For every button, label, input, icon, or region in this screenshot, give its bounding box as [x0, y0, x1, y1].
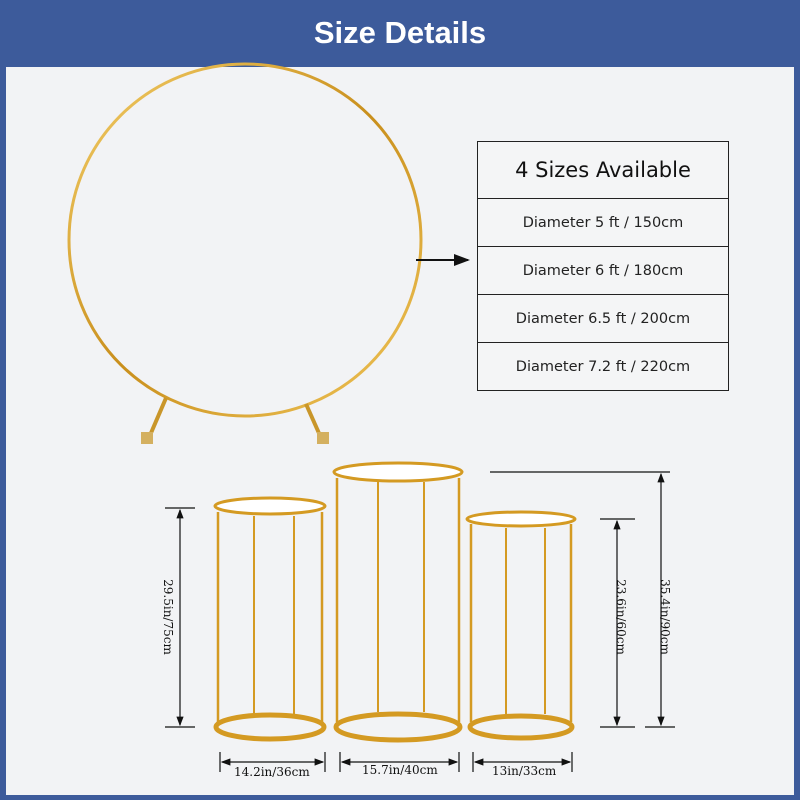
sizes-table: 4 Sizes Available Diameter 5 ft / 150cm … [477, 141, 729, 391]
pedestal-short-right [465, 510, 577, 741]
pedestal-tall-middle [332, 461, 464, 743]
round-arch-backdrop [67, 62, 423, 444]
sizes-table-title: 4 Sizes Available [478, 142, 728, 199]
left-height-label: 29.5in/75cm [160, 579, 175, 655]
middle-width-label: 15.7in/40cm [362, 763, 438, 777]
size-row: Diameter 6 ft / 180cm [478, 247, 728, 295]
right-height-label: 23.6in/60cm [613, 579, 628, 655]
page-title: Size Details [313, 15, 487, 50]
dimension-lines [165, 471, 675, 772]
pedestal-small-left [213, 496, 327, 742]
left-width-label: 14.2in/36cm [234, 765, 310, 779]
size-row: Diameter 6.5 ft / 200cm [478, 295, 728, 343]
size-row: Diameter 7.2 ft / 220cm [515, 358, 691, 375]
size-row: Diameter 5 ft / 150cm [478, 199, 728, 247]
right-width-label: 13in/33cm [492, 764, 557, 778]
middle-height-label: 35.4in/90cm [657, 579, 672, 655]
